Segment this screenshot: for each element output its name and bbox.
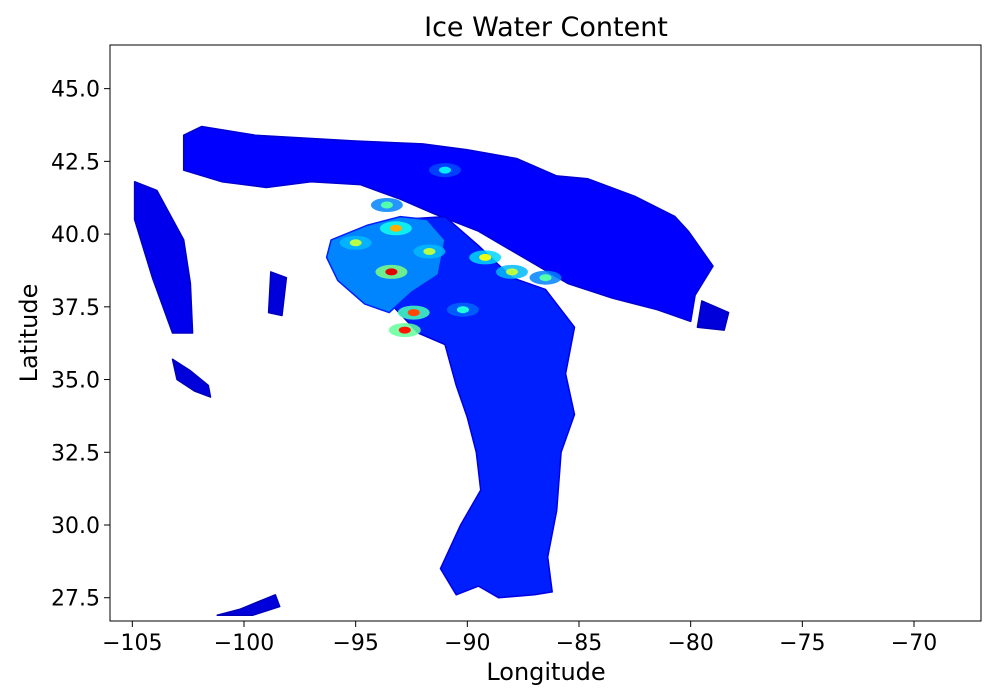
x-tick-label: −85 <box>556 631 602 656</box>
x-tick-label: −95 <box>332 631 378 656</box>
hotspot-point <box>385 268 397 275</box>
y-tick-label: 35.0 <box>51 369 100 394</box>
x-axis-label: Longitude <box>486 658 605 686</box>
x-tick-label: −90 <box>444 631 490 656</box>
x-tick-label: −105 <box>102 631 162 656</box>
hotspot-point <box>457 306 469 313</box>
x-tick-label: −100 <box>214 631 274 656</box>
hotspot-point <box>350 239 362 246</box>
y-axis-label: Latitude <box>15 284 43 383</box>
x-tick-label: −70 <box>891 631 937 656</box>
y-axis: 27.5 30.0 32.5 35.0 37.5 40.0 42.5 45.0 <box>51 78 110 612</box>
y-tick-label: 32.5 <box>51 441 100 466</box>
hotspot-point <box>399 327 411 334</box>
hotspot-point <box>439 167 451 174</box>
y-tick-label: 40.0 <box>51 223 100 248</box>
chart-title: Ice Water Content <box>424 12 668 43</box>
y-tick-label: 42.5 <box>51 150 100 175</box>
y-tick-label: 30.0 <box>51 514 100 539</box>
y-tick-label: 27.5 <box>51 587 100 612</box>
y-tick-label: 37.5 <box>51 296 100 321</box>
hotspot-point <box>479 254 491 261</box>
x-tick-label: −75 <box>779 631 825 656</box>
hotspot-point <box>506 268 518 275</box>
x-tick-label: −80 <box>667 631 713 656</box>
hotspot-point <box>540 274 552 281</box>
x-axis: −105 −100 −95 −90 −85 −80 −75 −70 <box>102 621 937 656</box>
y-tick-label: 45.0 <box>51 78 100 103</box>
hotspot-point <box>390 225 402 232</box>
hotspot-point <box>408 309 420 316</box>
hotspot-point <box>423 248 435 255</box>
hotspot-point <box>381 202 393 209</box>
